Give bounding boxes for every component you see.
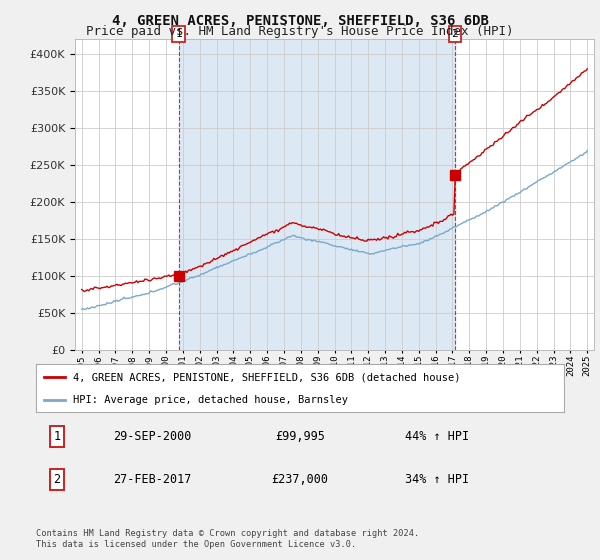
Text: 27-FEB-2017: 27-FEB-2017 — [113, 473, 191, 486]
Text: Contains HM Land Registry data © Crown copyright and database right 2024.
This d: Contains HM Land Registry data © Crown c… — [36, 529, 419, 549]
Text: 2: 2 — [452, 29, 458, 39]
Text: £237,000: £237,000 — [271, 473, 329, 486]
Text: 1: 1 — [175, 29, 182, 39]
Text: 4, GREEN ACRES, PENISTONE, SHEFFIELD, S36 6DB: 4, GREEN ACRES, PENISTONE, SHEFFIELD, S3… — [112, 14, 488, 28]
Bar — [179, 39, 455, 350]
Text: 44% ↑ HPI: 44% ↑ HPI — [405, 430, 469, 443]
Text: £99,995: £99,995 — [275, 430, 325, 443]
Text: 1: 1 — [53, 430, 61, 443]
Text: 34% ↑ HPI: 34% ↑ HPI — [405, 473, 469, 486]
Text: HPI: Average price, detached house, Barnsley: HPI: Average price, detached house, Barn… — [73, 395, 348, 405]
Text: 2: 2 — [53, 473, 61, 486]
Text: 4, GREEN ACRES, PENISTONE, SHEFFIELD, S36 6DB (detached house): 4, GREEN ACRES, PENISTONE, SHEFFIELD, S3… — [73, 372, 460, 382]
Text: 29-SEP-2000: 29-SEP-2000 — [113, 430, 191, 443]
Text: Price paid vs. HM Land Registry's House Price Index (HPI): Price paid vs. HM Land Registry's House … — [86, 25, 514, 38]
